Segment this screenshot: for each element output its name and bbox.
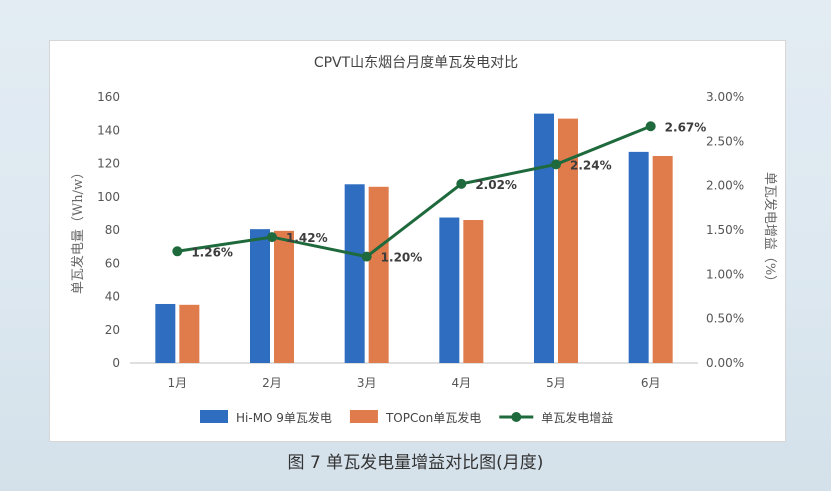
gain-point [267, 232, 277, 243]
gain-point [645, 121, 656, 132]
x-tick-label: 3月 [357, 376, 377, 390]
figure-caption: 图 7 单瓦发电量增益对比图(月度) [287, 453, 544, 473]
gain-data-label: 2.02% [475, 178, 517, 192]
gain-data-label: 1.42% [286, 231, 328, 245]
bar-topcon [179, 304, 200, 363]
x-tick-label: 2月 [262, 376, 282, 390]
y-tick-label: 140 [97, 123, 120, 137]
legend-marker [511, 412, 522, 422]
x-tick-label: 4月 [452, 376, 472, 390]
y-tick-label: 0 [112, 356, 120, 370]
y-tick-label: 80 [105, 223, 120, 237]
y2-tick-label: 0.50% [706, 312, 744, 326]
gain-point [172, 246, 183, 257]
y-axis-title: 单瓦发电量（Wh/w） [70, 166, 86, 294]
bar-himo9 [534, 113, 554, 363]
y2-tick-label: 0.00% [706, 356, 744, 370]
bar-himo9 [344, 184, 365, 363]
bar-topcon [463, 220, 484, 363]
bar-topcon [368, 186, 389, 363]
legend-label: Hi-MO 9单瓦发电 [236, 410, 332, 425]
x-tick-label: 1月 [168, 376, 188, 390]
y2-axis-title: 单瓦发电增益（%） [762, 172, 778, 288]
legend-swatch [200, 410, 228, 423]
y2-tick-label: 1.00% [706, 267, 744, 281]
gain-data-label: 1.26% [191, 245, 233, 259]
bar-himo9 [155, 303, 176, 363]
x-tick-label: 5月 [546, 376, 566, 390]
bar-topcon [558, 118, 578, 363]
gain-point [456, 178, 467, 189]
y-tick-label: 60 [105, 256, 120, 270]
gain-line [177, 124, 652, 259]
gain-data-label: 1.20% [381, 251, 423, 265]
bar-topcon [274, 230, 294, 363]
gain-data-label: 2.67% [665, 120, 707, 134]
bar-himo9 [439, 217, 460, 363]
y2-tick-label: 3.00% [706, 90, 744, 104]
legend-label: TOPCon单瓦发电 [385, 410, 481, 425]
y-tick-label: 160 [97, 90, 120, 104]
y-tick-label: 40 [105, 290, 120, 304]
chart-title: CPVT山东烟台月度单瓦发电对比 [314, 55, 518, 71]
bar-himo9 [628, 151, 649, 363]
y2-tick-label: 2.50% [706, 134, 744, 148]
y2-tick-label: 1.50% [706, 223, 744, 237]
legend-label: 单瓦发电增益 [541, 410, 613, 425]
y2-tick-label: 2.00% [706, 179, 744, 193]
legend-swatch [349, 410, 378, 423]
gain-data-label: 2.24% [570, 158, 612, 172]
y-tick-label: 100 [97, 190, 120, 204]
bar-topcon [652, 156, 673, 363]
y-tick-label: 120 [97, 157, 120, 171]
bar-himo9 [250, 229, 270, 363]
gain-point [361, 251, 372, 262]
y-tick-label: 20 [105, 323, 120, 337]
gain-point [551, 159, 561, 170]
x-tick-label: 6月 [641, 376, 661, 390]
